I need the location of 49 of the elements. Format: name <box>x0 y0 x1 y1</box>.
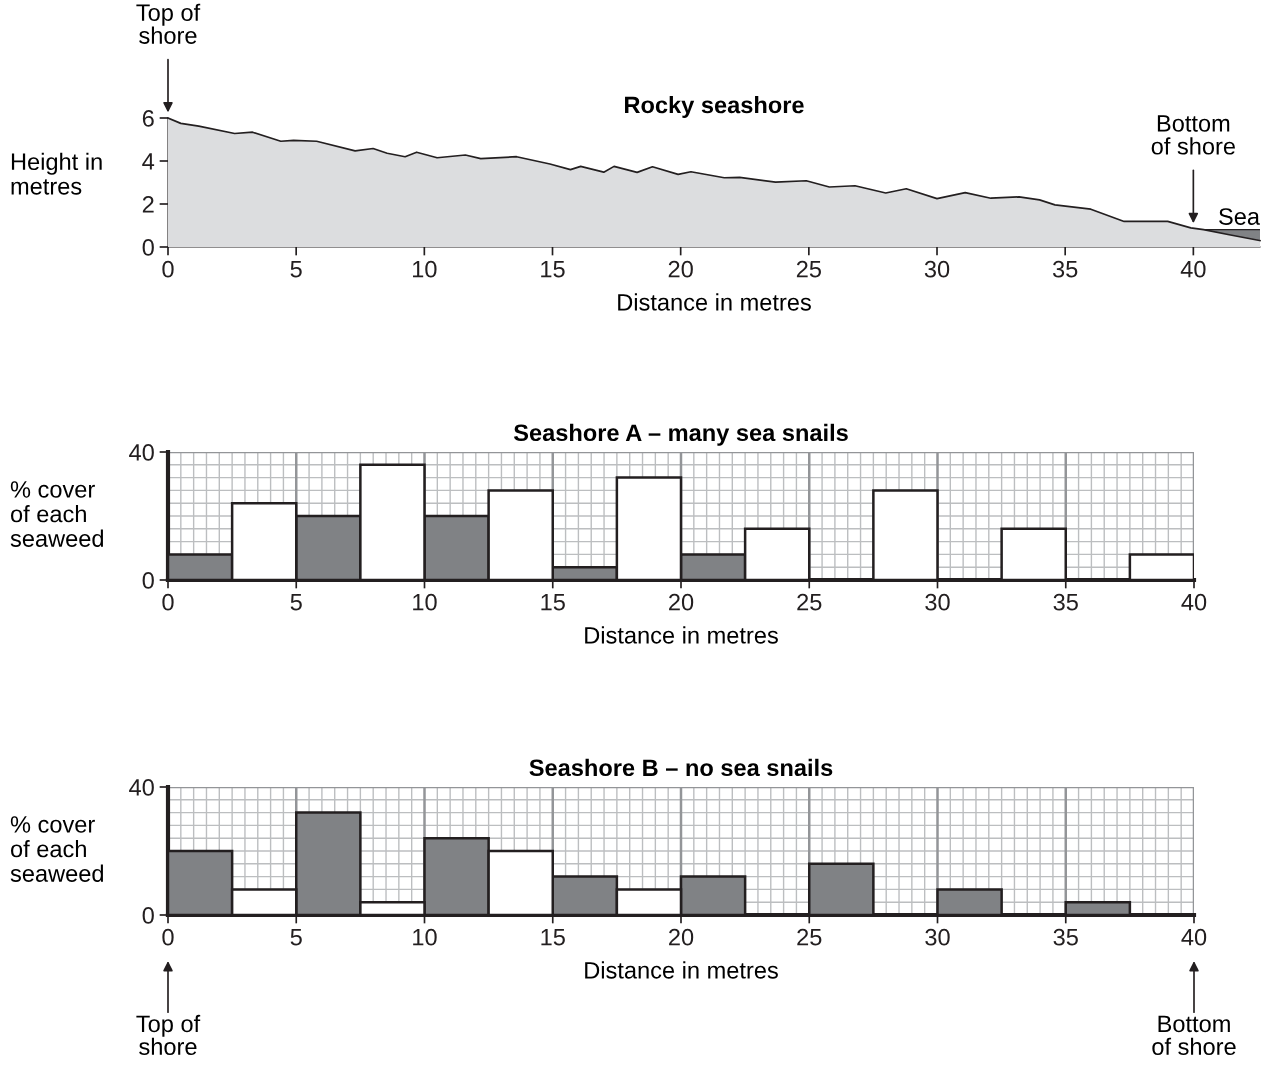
x-tick-label: 5 <box>290 594 302 611</box>
x-tick-label: 10 <box>413 928 437 946</box>
x-axis-title: Distance in metres <box>585 626 778 644</box>
text: Bottom of shore <box>1152 1015 1236 1056</box>
x-tick-label: 40 <box>1181 593 1207 611</box>
y-tick-label: 40 <box>129 779 154 796</box>
annotation: Top of shore <box>136 3 201 44</box>
x-tick-label: 25 <box>797 593 822 611</box>
x-tick-label: 20 <box>669 593 694 611</box>
x-tick-label: 25 <box>797 928 822 946</box>
x-tick-label: 15 <box>541 594 565 611</box>
x-tick-label: 35 <box>1053 928 1078 946</box>
x-tick-label: 15 <box>541 929 565 946</box>
x-tick-label: 30 <box>925 928 950 946</box>
x-tick-label: 35 <box>1053 593 1078 611</box>
x-tick-label: 40 <box>1181 928 1207 946</box>
x-axis-title: Distance in metres <box>585 961 778 979</box>
y-tick-label: 0 <box>142 239 154 256</box>
text: Top of shore <box>136 1014 201 1056</box>
x-axis-title: Distance in metres <box>618 293 811 311</box>
y-tick-label: 40 <box>129 444 154 461</box>
y-axis-title: % cover of each seaweed <box>10 481 103 547</box>
y-tick-label: 0 <box>142 572 154 589</box>
x-tick-label: 40 <box>1180 260 1206 278</box>
y-tick-label: 0 <box>142 907 154 924</box>
y-axis-title: Height in metres <box>11 152 102 195</box>
x-tick-label: 20 <box>669 928 694 946</box>
x-tick-label: 0 <box>162 928 174 946</box>
annotation: Bottom of shore <box>1151 115 1235 155</box>
x-tick-label: 35 <box>1052 260 1078 278</box>
chart-title: Seashore B – no sea snails <box>529 758 833 777</box>
x-tick-label: 0 <box>162 593 174 611</box>
chart-title: Rocky seashore <box>625 95 804 118</box>
x-tick-label: 30 <box>925 593 950 611</box>
x-tick-label: 15 <box>541 261 565 278</box>
x-tick-label: 5 <box>290 261 302 278</box>
x-tick-label: 25 <box>796 260 821 278</box>
x-tick-label: 5 <box>290 929 302 946</box>
y-axis-title: % cover of each seaweed <box>10 816 103 882</box>
x-tick-label: 30 <box>924 260 950 278</box>
y-tick-label: 2 <box>142 196 154 213</box>
y-tick-label: 4 <box>142 153 155 170</box>
x-tick-label: 10 <box>413 260 437 278</box>
x-tick-label: 10 <box>413 593 437 611</box>
x-tick-label: 0 <box>162 260 174 278</box>
chart-title: Seashore A – many sea snails <box>513 423 848 446</box>
x-tick-label: 20 <box>668 260 693 278</box>
legend-label: Sea <box>1219 208 1260 225</box>
y-tick-label: 6 <box>142 110 154 127</box>
